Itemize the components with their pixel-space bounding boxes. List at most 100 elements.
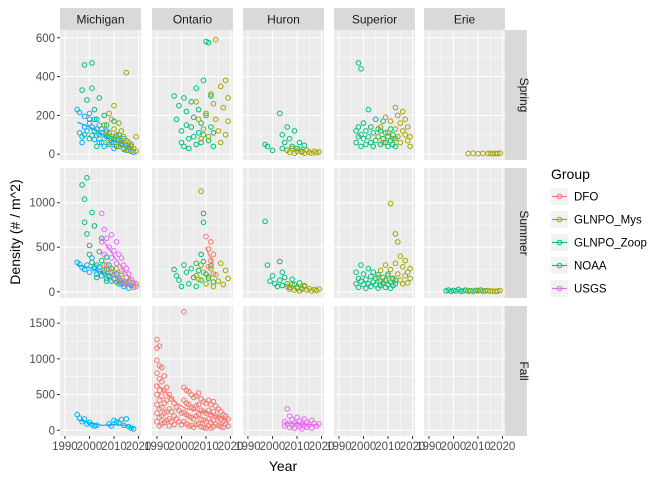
data-point [390, 132, 396, 138]
legend-label: GLNPO_Mys [574, 215, 642, 227]
panel-huron-spring [243, 30, 324, 160]
data-point [205, 39, 212, 46]
data-point [299, 149, 305, 155]
data-point [96, 95, 103, 101]
data-point [198, 423, 204, 430]
data-point [392, 126, 399, 132]
data-point [133, 283, 139, 290]
data-point [113, 143, 120, 150]
panel-michigan-spring [60, 30, 141, 160]
data-point [98, 239, 105, 245]
data-point [387, 266, 394, 273]
data-point [382, 130, 389, 136]
data-point [407, 275, 413, 282]
series-dfo [203, 233, 217, 277]
data-point [395, 112, 401, 119]
x-tick-label: 1990 [52, 441, 78, 453]
data-point [94, 116, 100, 123]
data-point [368, 283, 374, 290]
x-tick-label: 2000 [260, 441, 286, 453]
data-point [89, 85, 95, 91]
data-point [81, 219, 88, 226]
data-point [296, 280, 303, 286]
data-point [200, 132, 207, 138]
data-point [222, 267, 229, 274]
data-point [79, 139, 85, 146]
panel-background [152, 306, 233, 436]
x-tick-label: 2000 [351, 441, 377, 453]
data-point [365, 265, 372, 272]
strip-background [424, 8, 505, 30]
data-point [289, 143, 295, 150]
data-point [279, 269, 286, 276]
x-tick-label: 2010 [193, 441, 219, 453]
data-point [91, 116, 98, 123]
data-point [269, 147, 276, 154]
data-point [171, 421, 177, 428]
data-point [284, 124, 291, 130]
strip-background [243, 8, 324, 30]
data-point [111, 102, 117, 109]
panel-erie-summer [424, 168, 505, 298]
data-point [163, 384, 170, 391]
strip-background [60, 8, 141, 30]
series-dfo [154, 308, 231, 431]
data-point [358, 132, 364, 138]
data-point [313, 149, 320, 156]
panel-superior-summer [334, 168, 415, 298]
data-point [264, 262, 271, 268]
panel-background [424, 168, 505, 298]
y-tick-label: 500 [36, 242, 55, 254]
data-point [125, 139, 132, 146]
data-point [128, 425, 134, 431]
data-point [213, 36, 219, 43]
data-point [94, 271, 100, 277]
legend-label: GLNPO_Zoop [574, 238, 647, 250]
data-point [123, 281, 130, 287]
x-tick-label: 2020 [490, 441, 516, 453]
data-point [205, 407, 212, 414]
data-point [198, 277, 204, 284]
data-point [101, 143, 107, 150]
data-point [156, 343, 163, 349]
strip-background [334, 8, 415, 30]
data-point [188, 124, 195, 130]
y-tick-label: 1000 [29, 354, 55, 366]
data-point [200, 126, 207, 132]
data-point [154, 336, 160, 343]
data-point [220, 281, 226, 288]
data-point [108, 232, 115, 238]
data-point [375, 133, 382, 140]
data-point [372, 116, 379, 123]
legend-key-point [556, 239, 563, 246]
data-point [286, 135, 293, 142]
data-point [395, 271, 401, 277]
data-point [279, 132, 286, 138]
panel-background [334, 168, 415, 298]
data-point [156, 397, 163, 404]
data-point [154, 418, 160, 425]
data-point [363, 128, 369, 134]
data-point [181, 95, 187, 101]
data-point [101, 112, 107, 119]
data-point [84, 97, 90, 103]
data-point [225, 95, 231, 101]
data-point [86, 110, 93, 117]
data-point [494, 288, 501, 294]
data-point [402, 132, 409, 138]
data-point [217, 83, 224, 90]
panel-huron-fall [243, 306, 324, 436]
data-point [370, 130, 377, 136]
data-point [133, 148, 139, 155]
panel-background [424, 30, 505, 160]
data-point [98, 139, 105, 146]
legend-title: Group [551, 166, 590, 182]
data-point [358, 143, 364, 150]
panel-ontario-fall [152, 306, 233, 436]
x-tick-label: 2020 [218, 441, 244, 453]
series-glnpo-mys [465, 287, 503, 295]
y-tick-label: 200 [36, 110, 55, 122]
data-point [154, 357, 160, 364]
data-point [358, 66, 364, 72]
